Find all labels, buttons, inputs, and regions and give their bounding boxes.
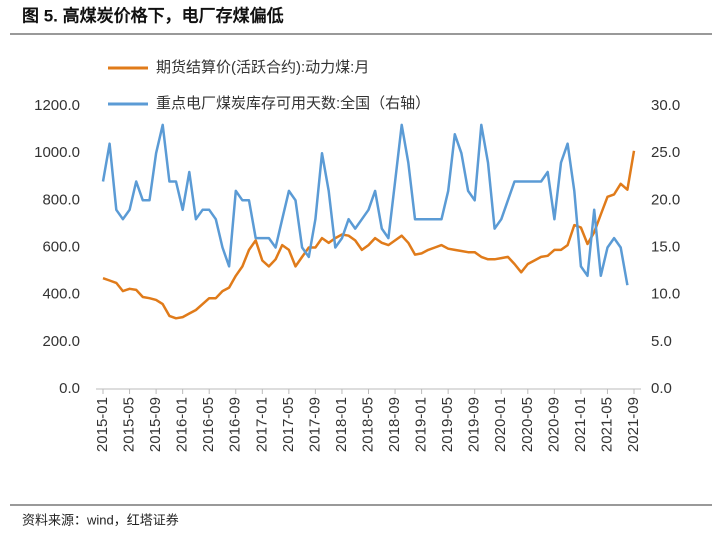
x-tick-label: 2018-09 bbox=[386, 397, 403, 452]
y2-tick-label: 10.0 bbox=[651, 286, 680, 303]
legend-label: 重点电厂煤炭库存可用天数:全国（右轴） bbox=[156, 94, 430, 112]
x-tick-label: 2019-01 bbox=[413, 397, 430, 452]
x-tick-label: 2018-05 bbox=[359, 397, 376, 452]
y2-tick-label: 15.0 bbox=[651, 238, 680, 255]
x-tick-label: 2021-05 bbox=[598, 397, 615, 452]
y2-tick-label: 0.0 bbox=[651, 380, 672, 397]
x-tick-label: 2020-01 bbox=[492, 397, 509, 452]
y-tick-label: 1000.0 bbox=[34, 144, 80, 161]
y-tick-label: 1200.0 bbox=[34, 97, 80, 114]
x-tick-label: 2017-01 bbox=[253, 397, 270, 452]
x-tick-label: 2016-09 bbox=[227, 397, 244, 452]
series-line bbox=[101, 123, 629, 286]
source: 资料来源：wind，红塔证券 bbox=[22, 512, 179, 527]
y2-tick-label: 30.0 bbox=[651, 97, 680, 114]
y-tick-label: 800.0 bbox=[42, 191, 80, 208]
x-tick-label: 2017-05 bbox=[280, 397, 297, 452]
x-tick-label: 2015-09 bbox=[147, 397, 164, 452]
y-tick-label: 400.0 bbox=[42, 286, 80, 303]
y2-tick-label: 25.0 bbox=[651, 144, 680, 161]
x-tick-label: 2019-05 bbox=[439, 397, 456, 452]
x-tick-label: 2020-09 bbox=[545, 397, 562, 452]
x-tick-label: 2016-01 bbox=[174, 397, 191, 452]
x-tick-label: 2015-05 bbox=[121, 397, 138, 452]
x-tick-label: 2021-01 bbox=[572, 397, 589, 452]
y2-tick-label: 5.0 bbox=[651, 333, 672, 350]
x-tick-label: 2021-09 bbox=[625, 397, 642, 452]
x-tick-label: 2019-09 bbox=[466, 397, 483, 452]
legend-label: 期货结算价(活跃合约):动力煤:月 bbox=[156, 58, 369, 76]
x-tick-label: 2018-01 bbox=[333, 397, 350, 452]
chart-title: 图 5. 高煤炭价格下，电厂存煤偏低 bbox=[22, 5, 284, 25]
x-tick-label: 2017-09 bbox=[306, 397, 323, 452]
y2-tick-label: 20.0 bbox=[651, 191, 680, 208]
y-tick-label: 600.0 bbox=[42, 238, 80, 255]
x-tick-label: 2020-05 bbox=[519, 397, 536, 452]
y-tick-label: 0.0 bbox=[59, 380, 80, 397]
x-tick-label: 2015-01 bbox=[94, 397, 111, 452]
x-tick-label: 2016-05 bbox=[200, 397, 217, 452]
y-tick-label: 200.0 bbox=[42, 333, 80, 350]
series-line bbox=[102, 150, 636, 320]
